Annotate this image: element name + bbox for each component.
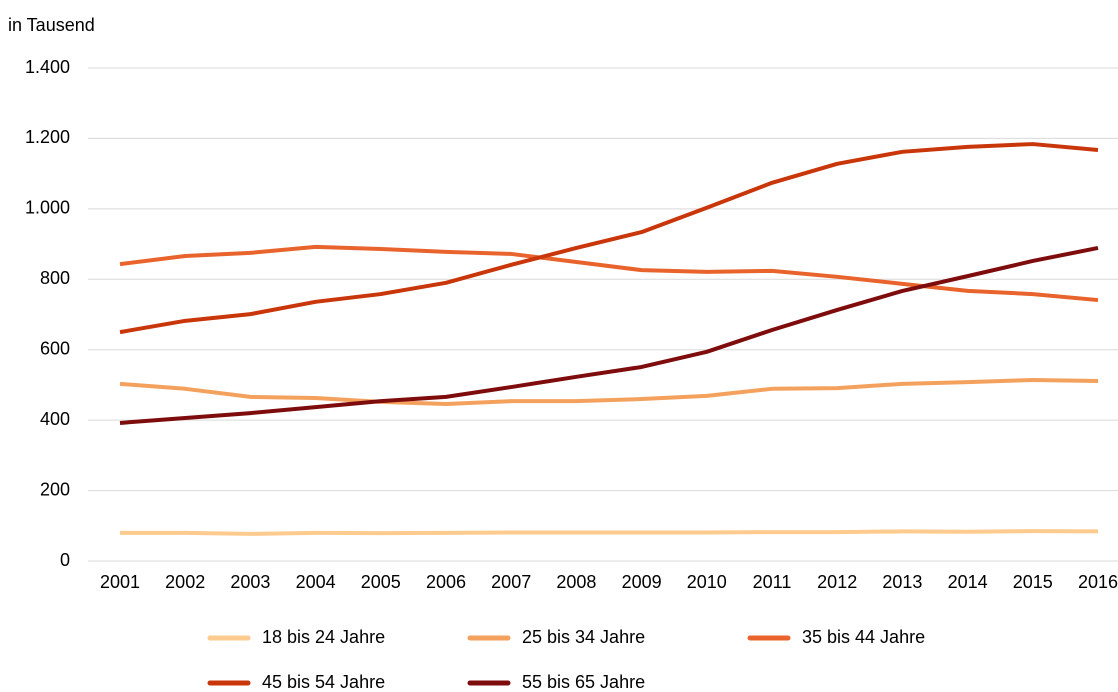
- legend-label: 55 bis 65 Jahre: [522, 672, 645, 692]
- x-tick-label: 2004: [296, 572, 336, 592]
- y-tick-label: 800: [40, 268, 70, 288]
- line-series: [119, 244, 1099, 303]
- y-tick-label: 0: [60, 550, 70, 570]
- line-series: [119, 377, 1099, 406]
- line-series: [120, 529, 1099, 536]
- legend-label: 25 bis 34 Jahre: [522, 627, 645, 647]
- y-tick-label: 1.200: [25, 127, 70, 147]
- line-series: [119, 142, 1099, 335]
- y-axis-label: in Tausend: [8, 15, 95, 35]
- x-tick-label: 2012: [817, 572, 857, 592]
- y-tick-label: 1.400: [25, 57, 70, 77]
- y-tick-label: 400: [40, 409, 70, 429]
- y-tick-label: 1.000: [25, 198, 70, 218]
- x-tick-label: 2006: [426, 572, 466, 592]
- legend-label: 35 bis 44 Jahre: [802, 627, 925, 647]
- x-tick-label: 2002: [165, 572, 205, 592]
- x-tick-label: 2015: [1013, 572, 1053, 592]
- x-tick-label: 2008: [556, 572, 596, 592]
- x-tick-label: 2011: [753, 572, 792, 592]
- x-tick-label: 2005: [361, 572, 401, 592]
- x-tick-label: 2010: [687, 572, 727, 592]
- legend-label: 18 bis 24 Jahre: [262, 627, 385, 647]
- x-tick-label: 2007: [491, 572, 531, 592]
- x-tick-label: 2016: [1078, 572, 1118, 592]
- x-tick-label: 2001: [100, 572, 140, 592]
- line-series: [119, 245, 1099, 425]
- y-tick-label: 200: [40, 479, 70, 499]
- y-tick-label: 600: [40, 338, 70, 358]
- x-tick-label: 2003: [230, 572, 270, 592]
- x-tick-label: 2014: [948, 572, 988, 592]
- x-tick-label: 2009: [622, 572, 662, 592]
- x-tick-label: 2013: [882, 572, 922, 592]
- legend-label: 45 bis 54 Jahre: [262, 672, 385, 692]
